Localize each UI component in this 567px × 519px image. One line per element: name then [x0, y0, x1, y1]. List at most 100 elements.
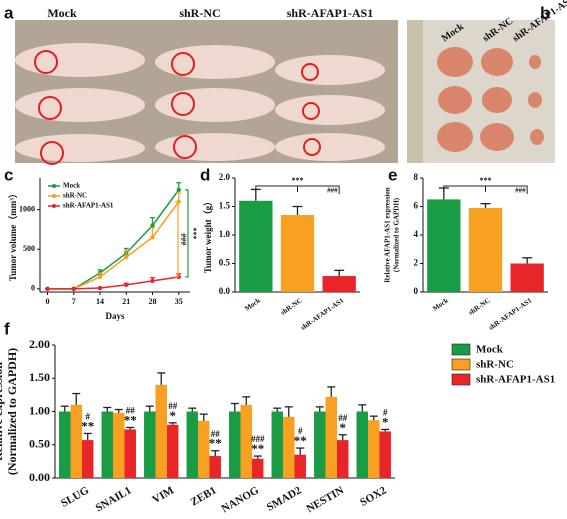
y-tick-label: 0.0	[219, 286, 231, 296]
y-tick-label: 0.5	[219, 258, 231, 268]
x-tick-label: SMAD2	[265, 484, 304, 514]
significance-label: ###	[179, 233, 188, 245]
legend-label: shR-NC	[63, 192, 87, 200]
bar	[113, 412, 125, 478]
bar	[186, 411, 199, 478]
group-label: shR-AFAP1-AS1	[287, 6, 373, 20]
panel-label: c	[4, 165, 13, 184]
point	[97, 285, 103, 291]
x-tick-label: SOX2	[358, 484, 389, 509]
legend-marker	[52, 204, 56, 208]
bar	[101, 411, 114, 478]
significance-label: ***	[189, 227, 198, 239]
x-tick-label: shR-NC	[279, 296, 303, 316]
x-tick-label: shR-NC	[467, 296, 491, 316]
x-tick-label: Mock	[431, 296, 450, 312]
y-tick-label: 0	[31, 284, 35, 293]
significance-label: #	[383, 408, 388, 418]
panel-label: f	[4, 319, 10, 338]
x-tick-label: SNAIL1	[94, 484, 134, 514]
group-label: shR-NC	[179, 6, 220, 20]
point	[45, 286, 50, 292]
bar	[198, 420, 210, 478]
significance-label: ##	[211, 429, 221, 439]
y-axis-label: (Normalized to GAPDH)	[393, 197, 401, 272]
x-tick-label: shR-AFAP1-AS1	[487, 296, 533, 332]
x-tick-label: SLUG	[59, 484, 91, 510]
y-tick-label: 0.00	[29, 470, 50, 484]
bar	[427, 199, 461, 292]
bar	[124, 429, 136, 478]
legend-label: shR-NC	[476, 359, 514, 371]
point	[176, 187, 181, 193]
significance-label: **	[124, 412, 137, 427]
x-tick-label: 28	[149, 297, 157, 306]
significance-label: **	[294, 433, 307, 448]
y-tick-label: 1.50	[29, 370, 50, 384]
point	[124, 282, 129, 288]
legend-swatch	[451, 373, 471, 386]
group-label: Mock	[47, 6, 77, 20]
y-tick-label: 2.0	[219, 172, 231, 182]
significance-label: **	[209, 436, 222, 451]
y-tick-label: 1.00	[29, 403, 50, 417]
x-tick-label: NESTIN	[305, 484, 347, 515]
ruler	[407, 20, 423, 163]
series-line	[47, 276, 179, 290]
x-tick-label: NANOG	[220, 484, 262, 515]
panel-label: a	[4, 3, 14, 22]
significance-label: ***	[480, 176, 492, 185]
y-tick-label: 4	[414, 229, 419, 239]
significance-label: ###	[515, 187, 526, 195]
tumor-circles	[34, 50, 321, 165]
x-tick-label: shR-AFAP1-AS1	[299, 296, 345, 332]
y-tick-label: 1000	[19, 204, 35, 213]
significance-label: **	[81, 418, 94, 433]
bar	[271, 411, 284, 478]
mice	[15, 43, 385, 162]
significance-label: ###	[327, 187, 338, 195]
legend-marker	[52, 184, 56, 188]
significance-label: *	[382, 414, 389, 429]
significance-label: #	[85, 412, 90, 422]
y-tick-label: 0.50	[29, 437, 50, 451]
point	[150, 223, 155, 228]
x-axis-label: Days	[105, 311, 124, 321]
bar	[283, 416, 295, 478]
bar	[379, 431, 391, 478]
bar	[166, 424, 179, 478]
panel-label: b	[540, 3, 550, 22]
significance-label: ##	[338, 413, 348, 423]
bar	[81, 440, 94, 478]
y-axis-label: (Normalized to GAPDH)	[5, 348, 19, 475]
point	[71, 286, 76, 292]
point	[124, 254, 129, 260]
x-tick-label: 35	[175, 297, 183, 306]
significance-label: ##	[168, 401, 178, 411]
significance-label: *	[339, 420, 346, 435]
panel-label: e	[388, 165, 397, 184]
y-tick-label: 2	[414, 258, 419, 268]
point	[150, 278, 155, 284]
legend-swatch	[451, 358, 471, 371]
significance-bracket	[185, 189, 189, 278]
legend-label: Mock	[476, 344, 504, 356]
bar	[70, 404, 82, 478]
bar	[325, 396, 337, 478]
bar	[510, 263, 544, 292]
significance-label: ***	[292, 176, 304, 185]
bar	[356, 411, 369, 478]
panel-label: d	[200, 165, 210, 184]
significance-label: #	[298, 426, 303, 436]
bar	[229, 411, 241, 478]
x-tick-label: 14	[96, 297, 104, 306]
bar	[294, 454, 306, 478]
bar	[144, 411, 156, 478]
y-tick-label: 6	[414, 201, 419, 211]
y-tick-label: 2.00	[29, 337, 50, 351]
y-axis-label: Tumor weight（g）	[203, 197, 213, 273]
y-axis-label: Tumor volume（mm³）	[8, 189, 18, 281]
bar	[59, 411, 71, 478]
